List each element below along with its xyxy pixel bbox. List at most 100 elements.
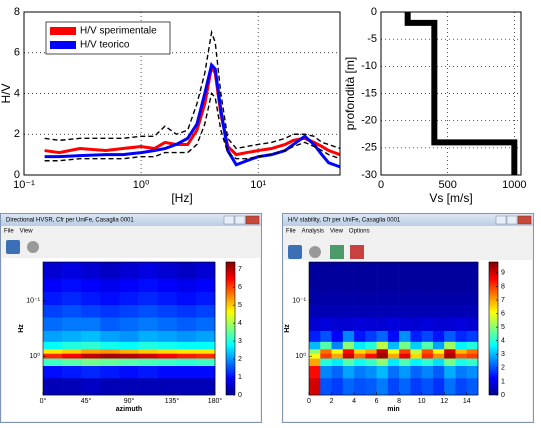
tool-icon[interactable]: [309, 246, 321, 258]
heatmap-cell: [399, 330, 411, 343]
colorbar-label: 6: [501, 310, 505, 317]
heatmap-cell: [138, 262, 158, 279]
heatmap-cell: [354, 353, 366, 359]
colorbar-label: 0: [501, 392, 505, 399]
heatmap-cell: [62, 317, 82, 332]
heatmap-cell: [421, 341, 434, 350]
colorbar-label: 1: [501, 378, 505, 385]
heatmap-cell: [399, 292, 411, 306]
menu-item[interactable]: Analysis: [302, 229, 324, 235]
heatmap-cell: [376, 378, 389, 396]
save-icon[interactable]: [288, 245, 302, 259]
heatmap-cell: [354, 378, 366, 396]
grid-icon[interactable]: [330, 245, 344, 259]
menu-item[interactable]: View: [330, 229, 344, 235]
line-series: [44, 61, 341, 169]
maximize-button[interactable]: [506, 215, 518, 225]
y-tick-label: 6: [14, 47, 20, 59]
heatmap-cell: [432, 262, 445, 279]
x-tick-label: 135°: [165, 397, 180, 405]
heatmap-cell: [195, 317, 216, 332]
save-icon[interactable]: [6, 240, 20, 254]
heatmap-cell: [387, 378, 400, 396]
heatmap-cell: [455, 330, 468, 343]
x-tick-label: 6: [375, 398, 379, 405]
menu-item[interactable]: View: [20, 229, 34, 235]
heatmap-cell: [119, 358, 139, 367]
close-button[interactable]: [245, 215, 260, 225]
menu-item[interactable]: File: [4, 229, 14, 235]
heatmap-cell: [376, 292, 389, 306]
heatmap-cell: [81, 341, 101, 350]
heatmap-cell: [387, 305, 400, 318]
heatmap-cell: [387, 341, 400, 350]
heatmap-cell: [43, 317, 63, 332]
heatmap-cell: [43, 278, 63, 293]
colorbar-label: 2: [501, 365, 505, 372]
heatmap-cell: [376, 317, 389, 332]
x-tick-label: 10¹: [250, 179, 266, 191]
heatmap-cell: [410, 378, 422, 396]
minimize-button[interactable]: [495, 215, 507, 225]
y-tick-label: 10⁻¹: [292, 298, 306, 305]
heatmap-cell: [195, 262, 216, 279]
heatmap-cell: [119, 305, 139, 318]
heatmap-cell: [320, 305, 332, 318]
heatmap-cell: [342, 378, 355, 396]
heatmap-cell: [81, 262, 101, 279]
heatmap-cell: [432, 358, 445, 367]
colorbar-label: 3: [238, 338, 242, 345]
y-tick-label: -20: [361, 115, 377, 127]
heatmap-cell: [138, 305, 158, 318]
heatmap-cell: [444, 341, 456, 350]
heatmap-cell: [432, 341, 445, 350]
heatmap-cell: [387, 353, 400, 359]
heatmap-cell: [100, 353, 120, 359]
heatmap-cell: [309, 341, 321, 350]
menu-item[interactable]: File: [286, 229, 296, 235]
heatmap-cell: [432, 330, 445, 343]
x-axis-label: Vs [m/s]: [429, 191, 472, 205]
heatmap-cell: [320, 378, 332, 396]
heatmap-cell: [455, 349, 468, 354]
axes-frame: [23, 11, 341, 176]
heatmap-cell: [432, 292, 445, 306]
colorbar-label: 2: [238, 356, 242, 363]
heatmap-cell: [100, 305, 120, 318]
line-series: [404, 12, 518, 175]
heatmap-cell: [466, 278, 479, 293]
heatmap-cell: [354, 330, 366, 343]
heatmap-cell: [176, 317, 197, 332]
x-axis-label: min: [387, 406, 399, 413]
heatmap-cell: [157, 341, 178, 350]
heatmap-cell: [176, 349, 197, 354]
heatmap-cell: [399, 278, 411, 293]
y-axis-label: Hz: [18, 324, 25, 333]
heatmap-cell: [157, 262, 178, 279]
heatmap-cell: [43, 358, 63, 367]
x-tick-label: 2: [330, 398, 334, 405]
heatmap-cell: [320, 341, 332, 350]
heatmap-cell: [138, 378, 158, 396]
delete-icon[interactable]: [350, 245, 364, 259]
tool-icon[interactable]: [27, 241, 39, 253]
menu-item[interactable]: Options: [349, 229, 370, 235]
heatmap-cell: [466, 349, 479, 354]
heatmap-cell: [320, 317, 332, 332]
heatmap-cell: [444, 353, 456, 359]
heatmap-cell: [176, 278, 197, 293]
maximize-button[interactable]: [234, 215, 246, 225]
heatmap-cell: [466, 353, 479, 359]
heatmap-cell: [100, 365, 120, 379]
heatmap-cell: [444, 365, 456, 379]
heatmap-cell: [410, 278, 422, 293]
heatmap-cell: [410, 349, 422, 354]
colorbar: [225, 261, 236, 396]
heatmap-cell: [309, 305, 321, 318]
heatmap-cell: [195, 292, 216, 306]
heatmap-cell: [365, 365, 377, 379]
minimize-button[interactable]: [223, 215, 235, 225]
close-button[interactable]: [517, 215, 532, 225]
y-tick-label: 10⁻¹: [26, 298, 40, 305]
